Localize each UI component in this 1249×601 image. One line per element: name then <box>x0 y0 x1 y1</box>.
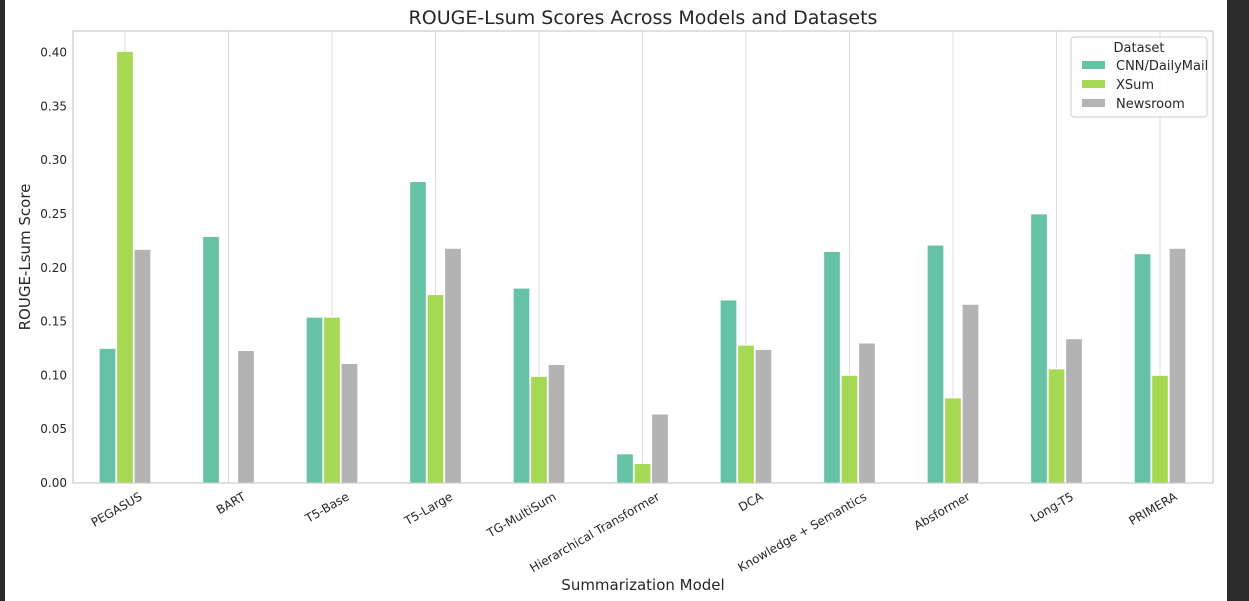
y-tick-label: 0.00 <box>40 476 67 490</box>
bar-xsum-8 <box>944 397 962 484</box>
bar-cnn-dailymail-6 <box>719 299 738 484</box>
legend-label: CNN/DailyMail <box>1116 59 1208 74</box>
bar-xsum-5 <box>633 463 652 484</box>
bar-newsroom-9 <box>1065 338 1083 484</box>
bar-newsroom-8 <box>961 303 980 484</box>
x-tick-label: PEGASUS <box>89 489 145 529</box>
grid-lines <box>124 31 1161 483</box>
bar-newsroom-7 <box>858 342 876 484</box>
bar-cnn-dailymail-4 <box>512 287 531 484</box>
x-tick-label: T5-Base <box>302 489 352 526</box>
y-tick-label: 0.30 <box>40 153 67 167</box>
x-tick-label: BART <box>214 489 249 517</box>
plot-area-border <box>72 30 1214 484</box>
legend-swatch <box>1082 99 1105 107</box>
bar-cnn-dailymail-10 <box>1133 253 1152 484</box>
bar-newsroom-10 <box>1168 247 1187 484</box>
bar-newsroom-4 <box>547 364 566 484</box>
bar-xsum-4 <box>530 376 548 484</box>
legend-box <box>1070 36 1208 118</box>
bar-cnn-dailymail-5 <box>616 453 634 484</box>
y-tick-label: 0.05 <box>40 422 67 436</box>
x-tick-label: PRIMERA <box>1127 489 1181 528</box>
y-axis-label: ROUGE-Lsum Score <box>16 184 34 331</box>
legend-swatch <box>1082 61 1105 69</box>
bar-chart: ROUGE-Lsum Scores Across Models and Data… <box>16 7 1214 594</box>
y-tick-label: 0.10 <box>40 368 67 382</box>
bar-newsroom-2 <box>340 363 359 484</box>
bar-cnn-dailymail-8 <box>926 244 945 484</box>
bar-newsroom-1 <box>237 350 255 484</box>
bar-xsum-2 <box>323 316 341 484</box>
bar-xsum-0 <box>116 51 134 484</box>
x-tick-label: Long-T5 <box>1028 489 1076 525</box>
x-ticks: PEGASUS BART T5-Base T5-Large TG-MultiSumHie… <box>89 489 1180 575</box>
bar-cnn-dailymail-2 <box>305 316 324 484</box>
y-ticks: 0.00 0.05 0.10 0.15 0.20 0.25 0.30 0.35 0.40 <box>40 46 67 490</box>
bar-newsroom-0 <box>133 249 152 484</box>
legend-label: Newsroom <box>1116 97 1185 112</box>
y-tick-label: 0.15 <box>40 315 67 329</box>
chart-title: ROUGE-Lsum Scores Across Models and Data… <box>409 7 878 29</box>
bar-cnn-dailymail-9 <box>1030 213 1048 484</box>
bar-xsum-9 <box>1047 368 1066 484</box>
x-tick-label: DCA <box>736 489 766 514</box>
legend-title: Dataset <box>1114 41 1165 56</box>
y-tick-label: 0.25 <box>40 207 67 221</box>
bar-xsum-6 <box>737 344 755 484</box>
legend-label: XSum <box>1116 78 1154 93</box>
y-tick-label: 0.20 <box>40 261 67 275</box>
bar-xsum-3 <box>426 294 445 484</box>
x-tick-label: T5-Large <box>401 489 455 528</box>
x-tick-label: TG-MultiSum <box>484 489 559 540</box>
bar-newsroom-3 <box>444 247 462 484</box>
bar-cnn-dailymail-3 <box>409 181 427 484</box>
chart-figure: ROUGE-Lsum Scores Across Models and Data… <box>5 0 1227 601</box>
bar-newsroom-6 <box>754 349 773 484</box>
y-tick-label: 0.40 <box>40 46 67 60</box>
bar-newsroom-5 <box>651 413 669 484</box>
x-tick-label: Absformer <box>911 489 972 532</box>
legend: Dataset CNN/DailyMail XSum Newsroom <box>1070 36 1208 118</box>
bar-xsum-10 <box>1151 374 1169 484</box>
bar-cnn-dailymail-7 <box>823 251 841 484</box>
bar-xsum-7 <box>840 374 859 484</box>
legend-swatch <box>1082 80 1105 88</box>
x-axis-label: Summarization Model <box>561 576 724 594</box>
bar-cnn-dailymail-0 <box>98 348 117 484</box>
y-tick-label: 0.35 <box>40 99 67 113</box>
bar-cnn-dailymail-1 <box>202 236 220 484</box>
